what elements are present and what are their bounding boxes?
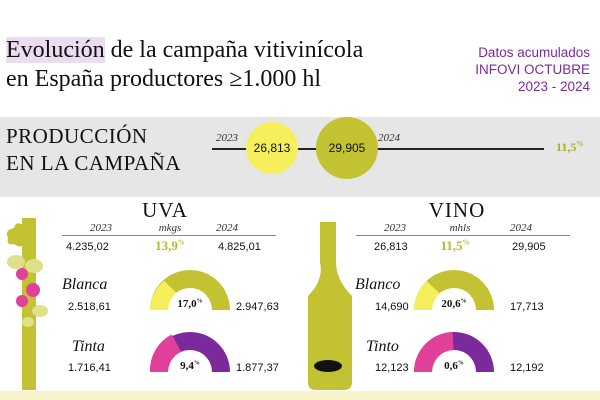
vino-total-change: 11,5% xyxy=(430,238,480,254)
uva-total-change-sign: % xyxy=(177,238,185,247)
uva-tinta-label: Tinta xyxy=(72,338,105,355)
vino-year-2024: 2024 xyxy=(510,222,532,234)
production-change: 11,5% xyxy=(556,140,583,155)
uva-tinta-2023: 1.716,41 xyxy=(68,362,111,374)
vino-blanco-change-value: 20,6 xyxy=(441,298,461,310)
uva-blanca-label: Blanca xyxy=(62,276,108,293)
production-timeline xyxy=(212,148,544,150)
uva-year-2024: 2024 xyxy=(216,222,238,234)
uva-tinta-change-value: 9,4 xyxy=(180,360,194,372)
uva-divider xyxy=(62,235,276,236)
production-change-value: 11,5 xyxy=(556,140,577,154)
vino-tinto-change-sign: % xyxy=(457,360,464,367)
title-highlight: Evolución xyxy=(6,37,105,63)
wine-bottle-icon xyxy=(308,222,352,390)
uva-blanca-2024: 2.947,63 xyxy=(236,301,279,313)
uva-blanca-change-sign: % xyxy=(196,298,203,305)
vino-tinto-label: Tinto xyxy=(366,338,399,355)
uva-blanca-2023: 2.518,61 xyxy=(68,301,111,313)
production-change-sign: % xyxy=(576,140,584,148)
uva-total-2023: 4.235,02 xyxy=(66,241,109,253)
bottom-strip xyxy=(0,391,600,400)
production-label-line2: EN LA CAMPAÑA xyxy=(6,151,181,175)
uva-tinta-2024: 1.877,37 xyxy=(236,362,279,374)
title-line2: en España productores ≥1.000 hl xyxy=(6,66,322,92)
uva-tinta-change-sign: % xyxy=(193,360,200,367)
production-band xyxy=(0,117,600,197)
vino-tinto-change: 0,6% xyxy=(434,360,474,372)
vino-tinto-2023: 12,123 xyxy=(375,362,409,374)
uva-blanca-change: 17,0% xyxy=(170,298,210,310)
source-note: Datos acumulados INFOVI OCTUBRE 2023 - 2… xyxy=(390,44,590,95)
uva-total-change-value: 13,9 xyxy=(155,238,178,253)
vino-year-2023: 2023 xyxy=(384,222,406,234)
title-rest: de la campaña vitivinícola xyxy=(104,37,364,63)
uva-tinta-change: 9,4% xyxy=(170,360,210,372)
vino-unit: mhls xyxy=(449,222,471,234)
production-value-2024: 29,905 xyxy=(328,141,366,155)
production-label: PRODUCCIÓN EN LA CAMPAÑA xyxy=(6,123,181,177)
vino-blanco-2024: 17,713 xyxy=(510,301,544,313)
production-year-2023: 2023 xyxy=(216,132,238,144)
production-value-2023: 26,813 xyxy=(253,141,291,155)
vino-blanco-label: Blanco xyxy=(355,276,401,293)
vino-total-2024: 29,905 xyxy=(512,241,546,253)
source-line1: Datos acumulados xyxy=(478,45,590,60)
source-line3: 2023 - 2024 xyxy=(517,79,590,94)
source-line2: INFOVI OCTUBRE xyxy=(475,62,590,77)
uva-total-change: 13,9% xyxy=(145,238,195,254)
vino-total-2023: 26,813 xyxy=(374,241,408,253)
vino-divider xyxy=(356,235,570,236)
uva-total-2024: 4.825,01 xyxy=(218,241,261,253)
vino-total-change-value: 11,5 xyxy=(440,238,463,253)
production-year-2024: 2024 xyxy=(378,132,400,144)
production-label-line1: PRODUCCIÓN xyxy=(6,124,148,148)
vino-blanco-change-sign: % xyxy=(460,298,467,305)
production-circle-2023: 26,813 xyxy=(246,122,298,174)
vino-title: VINO xyxy=(428,198,486,222)
vino-tinto-2024: 12,192 xyxy=(510,362,544,374)
vino-blanco-2023: 14,690 xyxy=(375,301,409,313)
uva-unit: mkgs xyxy=(158,222,182,234)
vino-tinto-change-value: 0,6 xyxy=(444,360,458,372)
uva-year-2023: 2023 xyxy=(90,222,112,234)
uva-title: UVA xyxy=(142,198,188,222)
page-title: Evolución de la campaña vitivinícola en … xyxy=(6,36,446,94)
uva-blanca-change-value: 17,0 xyxy=(177,298,197,310)
vino-total-change-sign: % xyxy=(462,238,470,247)
grape-vine-icon xyxy=(6,218,48,390)
vino-blanco-change: 20,6% xyxy=(434,298,474,310)
production-circle-2024: 29,905 xyxy=(316,117,378,179)
